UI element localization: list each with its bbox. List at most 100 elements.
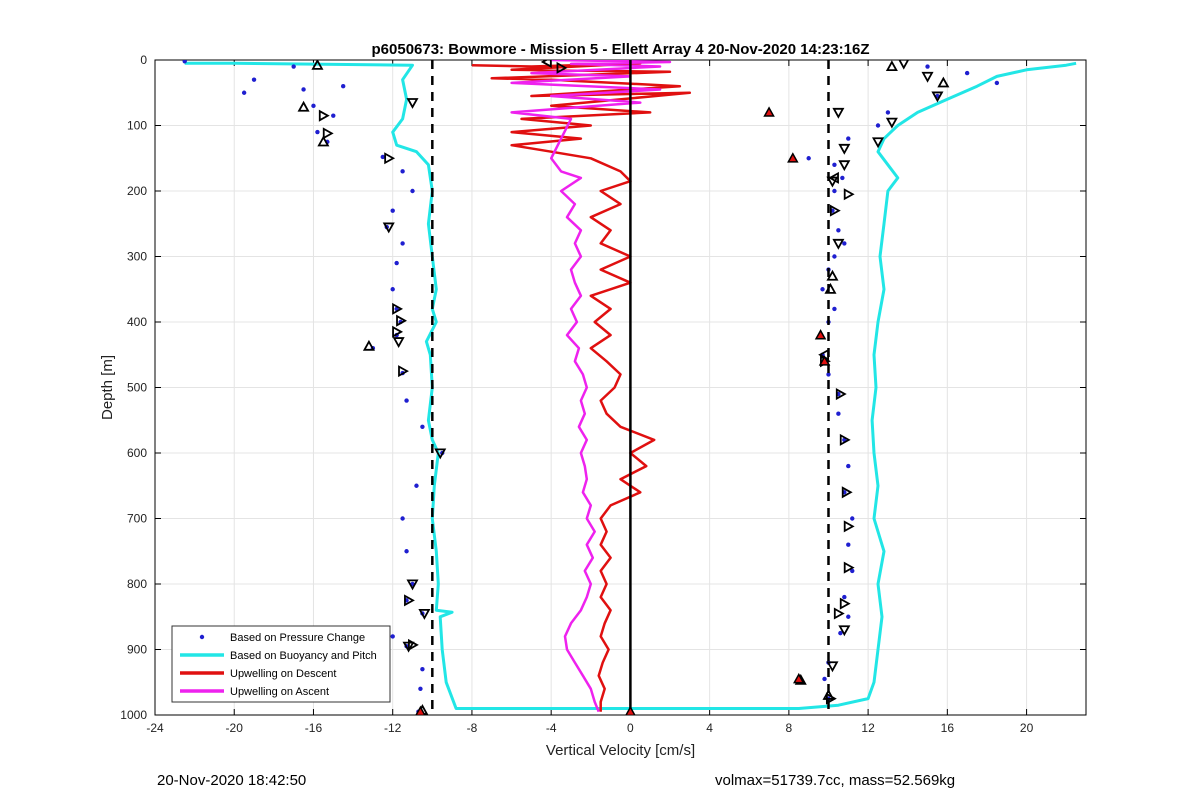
- triangle-marker-right: [843, 561, 855, 574]
- triangle-marker-down: [838, 625, 851, 637]
- x-axis-label: Vertical Velocity [cm/s]: [546, 742, 695, 759]
- y-tick-label: 500: [127, 381, 147, 395]
- pressure-change-point: [340, 84, 346, 89]
- pressure-change-point: [838, 630, 843, 636]
- pressure-change-point: [414, 483, 419, 488]
- y-tick-label: 700: [127, 512, 147, 526]
- pressure-change-point: [885, 110, 891, 115]
- triangle-marker-red: [415, 705, 426, 715]
- triangle-marker-red: [814, 329, 827, 340]
- y-tick-label: 0: [140, 53, 147, 67]
- triangle-marker-right: [825, 692, 837, 705]
- pressure-change-point: [875, 123, 881, 128]
- x-tick-label: 12: [861, 721, 875, 735]
- pressure-change-point: [390, 634, 395, 639]
- triangle-marker-right: [556, 61, 568, 74]
- footer-timestamp: 20-Nov-2020 18:42:50: [157, 772, 307, 789]
- pressure-change-point: [390, 287, 395, 292]
- x-tick-label: -24: [146, 721, 164, 735]
- triangle-marker-right: [322, 127, 334, 140]
- series-upwelling-ascent-line: [510, 60, 672, 713]
- triangle-marker-down: [832, 238, 845, 250]
- legend-label-0: Based on Pressure Change: [230, 632, 365, 644]
- depth-velocity-chart: -24 -20 -16 -12 -8 -4 0 4 8 12 16 20010020030040050…: [99, 41, 1087, 759]
- y-tick-label: 300: [127, 250, 147, 264]
- pressure-change-point: [251, 77, 257, 82]
- pressure-change-point: [846, 542, 851, 547]
- triangle-marker-red: [818, 355, 831, 366]
- triangle-marker-up: [937, 76, 950, 88]
- pressure-change-point: [826, 372, 831, 377]
- pressure-change-point: [842, 594, 847, 600]
- pressure-change-point: [850, 568, 855, 574]
- pressure-change-point: [182, 60, 187, 64]
- triangle-marker-right: [396, 314, 407, 327]
- pressure-change-point: [420, 666, 425, 672]
- triangle-marker-red: [787, 152, 799, 163]
- triangle-marker-down: [406, 98, 419, 109]
- triangle-marker-down: [871, 137, 885, 149]
- y-tick-label: 800: [127, 577, 147, 591]
- triangle-marker-right: [843, 188, 855, 201]
- y-tick-label: 1000: [120, 708, 147, 722]
- pressure-change-point: [418, 686, 423, 691]
- pressure-change-point: [964, 70, 970, 76]
- pressure-change-point: [380, 154, 385, 160]
- pressure-change-point: [820, 287, 825, 292]
- triangle-marker-right: [839, 433, 851, 446]
- triangle-marker-up: [824, 282, 837, 294]
- triangle-marker-right: [833, 607, 845, 620]
- triangle-marker-down: [826, 176, 839, 188]
- triangle-marker-down: [826, 661, 839, 673]
- x-tick-label: -12: [384, 721, 402, 735]
- x-tick-label: 8: [786, 721, 793, 735]
- pressure-change-point: [840, 175, 845, 181]
- pressure-change-point: [394, 260, 399, 266]
- x-tick-label: -20: [226, 721, 244, 735]
- series-buoyancy-pitch-line: [184, 61, 1077, 710]
- pressure-change-point: [404, 398, 409, 403]
- triangle-marker-red: [793, 672, 805, 684]
- y-tick-label: 600: [127, 446, 147, 460]
- triangle-marker-red: [625, 705, 636, 715]
- pressure-change-point: [846, 136, 851, 141]
- pressure-change-point: [925, 64, 930, 69]
- legend-label-2: Upwelling on Descent: [230, 668, 336, 680]
- triangle-marker-right: [835, 388, 847, 401]
- chart-title: p6050673: Bowmore - Mission 5 - Ellett A…: [372, 41, 870, 58]
- triangle-marker-down: [885, 117, 898, 129]
- y-tick-label: 100: [127, 119, 147, 133]
- pressure-change-point: [832, 306, 837, 312]
- pressure-change-point: [410, 188, 415, 194]
- legend-marker-0: [199, 634, 205, 640]
- triangle-marker-down: [838, 160, 851, 172]
- x-tick-label: -16: [305, 721, 323, 735]
- triangle-marker-right: [841, 486, 853, 499]
- pressure-change-point: [404, 549, 409, 554]
- triangle-marker-right: [392, 325, 404, 338]
- x-tick-label: 4: [706, 721, 713, 735]
- triangle-marker-right: [829, 204, 841, 217]
- pressure-change-point: [832, 188, 837, 194]
- triangle-marker-up: [362, 339, 375, 351]
- triangle-marker-right: [839, 597, 851, 610]
- pressure-change-point: [420, 424, 425, 429]
- triangle-marker-down: [406, 579, 419, 591]
- pressure-change-point: [842, 241, 847, 246]
- y-axis-label: Depth [m]: [99, 355, 116, 420]
- pressure-change-point: [311, 103, 316, 109]
- triangle-marker-left: [540, 60, 552, 68]
- triangle-marker-down: [382, 222, 395, 234]
- pressure-change-point: [822, 676, 827, 682]
- triangle-marker-up: [297, 100, 310, 112]
- pressure-change-point: [400, 516, 405, 521]
- triangle-marker-up: [885, 60, 898, 72]
- pressure-change-point: [846, 463, 851, 469]
- pressure-change-point: [832, 162, 837, 167]
- triangle-marker-up: [311, 60, 324, 70]
- triangle-marker-up: [317, 135, 330, 147]
- pressure-change-point: [390, 208, 395, 213]
- triangle-marker-red: [763, 106, 775, 117]
- x-tick-label: -4: [546, 721, 557, 735]
- x-tick-label: 16: [941, 721, 955, 735]
